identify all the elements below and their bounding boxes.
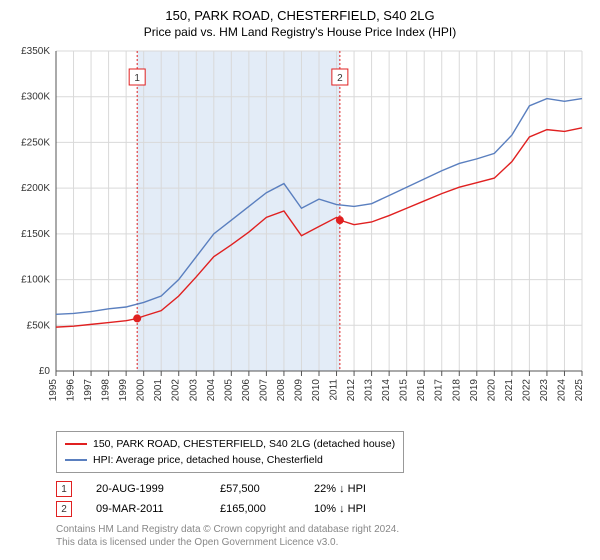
chart-subtitle: Price paid vs. HM Land Registry's House … [12, 25, 588, 39]
svg-text:2023: 2023 [539, 379, 550, 402]
svg-text:2009: 2009 [293, 379, 304, 402]
footnote-line1: Contains HM Land Registry data © Crown c… [56, 523, 588, 536]
svg-text:2008: 2008 [276, 379, 287, 402]
event-date: 09-MAR-2011 [96, 503, 196, 515]
svg-text:2001: 2001 [153, 379, 164, 402]
svg-text:2022: 2022 [521, 379, 532, 402]
svg-text:£100K: £100K [21, 275, 50, 286]
legend: 150, PARK ROAD, CHESTERFIELD, S40 2LG (d… [56, 431, 404, 473]
svg-text:£350K: £350K [21, 46, 50, 57]
event-date: 20-AUG-1999 [96, 483, 196, 495]
footnote-line2: This data is licensed under the Open Gov… [56, 536, 588, 549]
legend-item: HPI: Average price, detached house, Ches… [65, 452, 395, 468]
svg-text:2015: 2015 [399, 379, 410, 402]
svg-text:2010: 2010 [311, 379, 322, 402]
svg-text:2: 2 [337, 73, 343, 84]
svg-text:2011: 2011 [329, 379, 340, 401]
svg-text:2007: 2007 [258, 379, 269, 402]
svg-text:2016: 2016 [416, 379, 427, 402]
event-price: £57,500 [220, 483, 290, 495]
svg-text:1999: 1999 [118, 379, 129, 402]
legend-label: HPI: Average price, detached house, Ches… [93, 452, 323, 468]
event-row: 2 09-MAR-2011 £165,000 10% ↓ HPI [56, 501, 588, 517]
svg-text:£300K: £300K [21, 92, 50, 103]
event-marker: 2 [56, 501, 72, 517]
svg-text:1998: 1998 [101, 379, 112, 402]
svg-text:2018: 2018 [451, 379, 462, 402]
legend-swatch [65, 443, 87, 445]
svg-text:2005: 2005 [223, 379, 234, 402]
footnote: Contains HM Land Registry data © Crown c… [56, 523, 588, 549]
svg-text:2014: 2014 [381, 379, 392, 402]
svg-text:£0: £0 [39, 366, 51, 377]
chart-title: 150, PARK ROAD, CHESTERFIELD, S40 2LG [12, 8, 588, 23]
legend-label: 150, PARK ROAD, CHESTERFIELD, S40 2LG (d… [93, 436, 395, 452]
svg-text:1996: 1996 [66, 379, 77, 402]
event-price: £165,000 [220, 503, 290, 515]
event-marker: 1 [56, 481, 72, 497]
svg-text:1997: 1997 [83, 379, 94, 402]
svg-text:2013: 2013 [364, 379, 375, 402]
svg-text:1995: 1995 [48, 379, 59, 402]
legend-swatch [65, 459, 87, 461]
svg-text:£50K: £50K [27, 320, 51, 331]
svg-text:2020: 2020 [486, 379, 497, 402]
svg-text:2019: 2019 [469, 379, 480, 402]
event-delta: 10% ↓ HPI [314, 503, 366, 515]
svg-text:2024: 2024 [556, 379, 567, 402]
line-chart-svg: £0 £50K £100K £150K £200K £250K £300K £350K 1995… [12, 45, 588, 425]
chart-area: £0 £50K £100K £150K £200K £250K £300K £350K 1995… [12, 45, 588, 425]
svg-text:£150K: £150K [21, 229, 50, 240]
svg-text:1: 1 [134, 73, 140, 84]
event-table: 1 20-AUG-1999 £57,500 22% ↓ HPI 2 09-MAR-2011… [56, 481, 588, 517]
svg-text:2006: 2006 [241, 379, 252, 402]
svg-text:2002: 2002 [171, 379, 182, 402]
svg-text:2025: 2025 [574, 379, 585, 402]
chart-container: 150, PARK ROAD, CHESTERFIELD, S40 2LG Pr… [0, 0, 600, 557]
svg-text:£250K: £250K [21, 137, 50, 148]
svg-text:2004: 2004 [206, 379, 217, 402]
event-delta: 22% ↓ HPI [314, 483, 366, 495]
event-row: 1 20-AUG-1999 £57,500 22% ↓ HPI [56, 481, 588, 497]
legend-item: 150, PARK ROAD, CHESTERFIELD, S40 2LG (d… [65, 436, 395, 452]
svg-text:£200K: £200K [21, 183, 50, 194]
svg-text:2021: 2021 [504, 379, 515, 402]
svg-text:2012: 2012 [346, 379, 357, 402]
svg-text:2000: 2000 [136, 379, 147, 402]
svg-text:2003: 2003 [188, 379, 199, 402]
svg-text:2017: 2017 [434, 379, 445, 402]
